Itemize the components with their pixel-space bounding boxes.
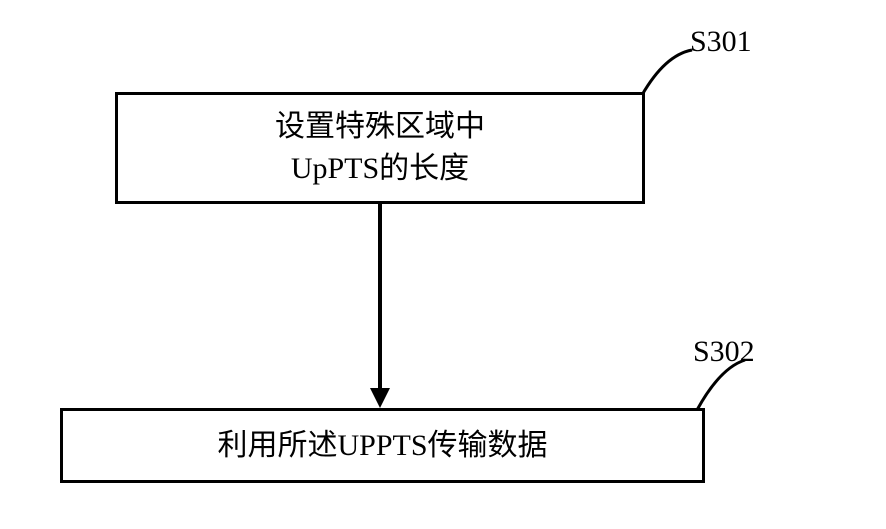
box-1-line1: 设置特殊区域中 xyxy=(275,106,485,148)
box-2-line1: 利用所述UPPTS传输数据 xyxy=(217,429,547,462)
label-s302-text: S302 xyxy=(693,335,755,368)
arrow-head-1 xyxy=(370,388,390,408)
box-1-line2: UpPTS的长度 xyxy=(275,148,485,190)
step-label-2: S302 xyxy=(693,335,755,369)
box-1-content: 设置特殊区域中 UpPTS的长度 xyxy=(275,106,485,190)
flow-box-1: 设置特殊区域中 UpPTS的长度 xyxy=(115,92,645,204)
flowchart-container: S301 设置特殊区域中 UpPTS的长度 S302 利用所述UPPTS传输数据 xyxy=(0,0,886,529)
box-2-content: 利用所述UPPTS传输数据 xyxy=(217,425,547,467)
step-label-1: S301 xyxy=(690,25,752,59)
flow-box-2: 利用所述UPPTS传输数据 xyxy=(60,408,705,483)
arrow-line-1 xyxy=(378,204,382,392)
label-s301-text: S301 xyxy=(690,25,752,58)
